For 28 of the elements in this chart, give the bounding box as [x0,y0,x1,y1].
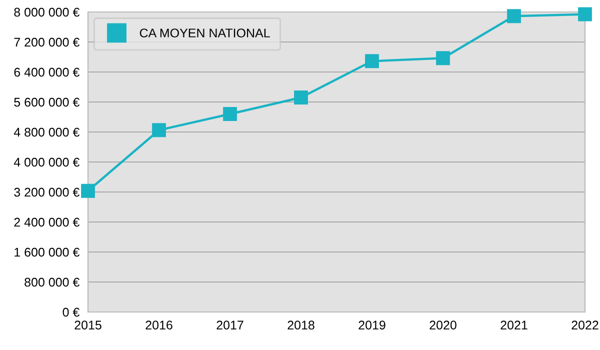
x-tick-label: 2015 [74,320,102,330]
x-tick-label: 2020 [430,320,456,330]
point [294,90,308,104]
y-tick-label: 7 200 000 € [14,38,80,47]
y-tick-label: 2 400 000 € [14,218,80,227]
point [152,123,166,138]
y-tick-label: 4 000 000 € [14,158,80,167]
y-tick-label: 1 600 000 € [14,248,80,257]
y-tick-label: 8 000 000 € [14,8,80,17]
x-tick-label: 2021 [500,320,528,330]
y-tick-label: 800 000 € [24,278,80,287]
point [436,51,450,66]
point [81,184,95,198]
x-tick-label: 2019 [358,320,386,330]
point [365,54,379,68]
y-tick-label: 3 200 000 € [14,188,80,197]
x-tick-label: 2018 [288,320,314,330]
x-tick-label: 2016 [146,320,172,330]
point [223,107,237,121]
point [578,7,592,22]
y-tick-label: 5 600 000 € [14,98,80,107]
y-tick-label: 0 € [62,308,80,317]
legend-label: CA MOYEN NATIONAL [140,28,270,38]
x-tick-label: 2022 [572,320,598,330]
point [507,9,521,24]
y-tick-label: 6 400 000 € [14,68,80,77]
x-tick-label: 2017 [216,320,244,330]
y-tick-label: 4 800 000 € [14,128,80,137]
